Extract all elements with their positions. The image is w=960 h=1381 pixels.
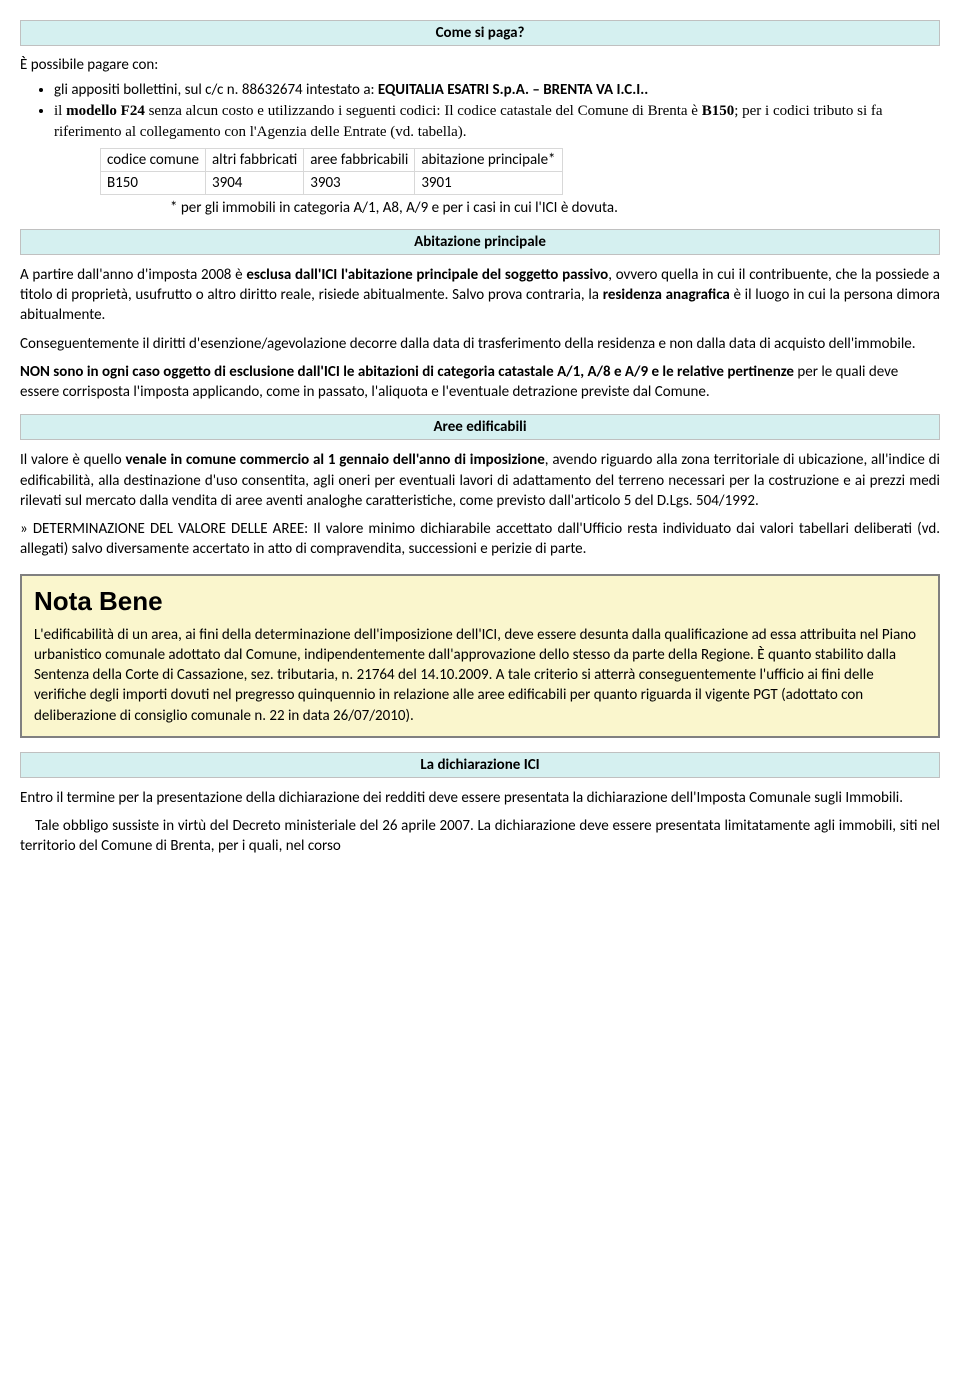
bullet-2-c: senza alcun costo e utilizzando i seguen…: [145, 103, 702, 119]
abitazione-p1: A partire dall'anno d'imposta 2008 è esc…: [20, 265, 940, 326]
nota-bene-box: Nota Bene L'edificabilità di un area, ai…: [20, 574, 940, 738]
abitazione-p3-a: NON sono in ogni caso oggetto di esclusi…: [20, 363, 797, 381]
bullet-1: gli appositi bollettini, sul c/c n. 8863…: [54, 80, 940, 100]
td-codice: B150: [101, 171, 206, 194]
th-abitazione: abitazione principale*: [415, 148, 562, 171]
table-row: B150 3904 3903 3901: [101, 171, 563, 194]
td-abitazione: 3901: [415, 171, 562, 194]
abitazione-p1-b: esclusa dall'ICI l'abitazione principale…: [246, 266, 608, 284]
aree-p1-b: venale in comune commercio al 1 gennaio …: [125, 451, 544, 469]
bullet-2-a: il: [54, 103, 66, 119]
bullet-1-a: gli appositi bollettini, sul c/c n. 8863…: [54, 81, 378, 99]
aree-p1: Il valore è quello venale in comune comm…: [20, 450, 940, 511]
abitazione-p1-d: residenza anagrafica: [603, 286, 730, 304]
dichiarazione-p1: Entro il termine per la presentazione de…: [20, 788, 940, 808]
bullet-2-b: modello F24: [66, 103, 145, 119]
payment-bullets: gli appositi bollettini, sul c/c n. 8863…: [20, 80, 940, 142]
header-aree: Aree edificabili: [20, 414, 940, 440]
dichiarazione-p2: Tale obbligo sussiste in virtù del Decre…: [20, 816, 940, 857]
th-codice: codice comune: [101, 148, 206, 171]
nota-body: L'edificabilità di un area, ai fini dell…: [34, 625, 926, 726]
codes-table: codice comune altri fabbricati aree fabb…: [100, 148, 563, 195]
header-dichiarazione: La dichiarazione ICI: [20, 752, 940, 778]
aree-p2: » DETERMINAZIONE DEL VALORE DELLE AREE: …: [20, 519, 940, 560]
nota-title: Nota Bene: [34, 586, 926, 617]
header-abitazione: Abitazione principale: [20, 229, 940, 255]
table-footnote: * per gli immobili in categoria A/1, A8,…: [170, 199, 940, 217]
table-header-row: codice comune altri fabbricati aree fabb…: [101, 148, 563, 171]
aree-p1-a: Il valore è quello: [20, 451, 125, 469]
th-aree: aree fabbricabili: [304, 148, 415, 171]
td-aree: 3903: [304, 171, 415, 194]
bullet-1-b: EQUITALIA ESATRI S.p.A. – BRENTA VA I.C.…: [378, 81, 648, 99]
bullet-2-d: B150: [702, 103, 735, 119]
header-come-si-paga: Come si paga?: [20, 20, 940, 46]
intro-text: È possibile pagare con:: [20, 56, 940, 74]
th-altri: altri fabbricati: [206, 148, 304, 171]
abitazione-p2: Conseguentemente il diritti d'esenzione/…: [20, 334, 940, 354]
bullet-2: il modello F24 senza alcun costo e utili…: [54, 101, 940, 142]
td-altri: 3904: [206, 171, 304, 194]
abitazione-p3: NON sono in ogni caso oggetto di esclusi…: [20, 362, 940, 403]
abitazione-p1-a: A partire dall'anno d'imposta 2008 è: [20, 266, 246, 284]
